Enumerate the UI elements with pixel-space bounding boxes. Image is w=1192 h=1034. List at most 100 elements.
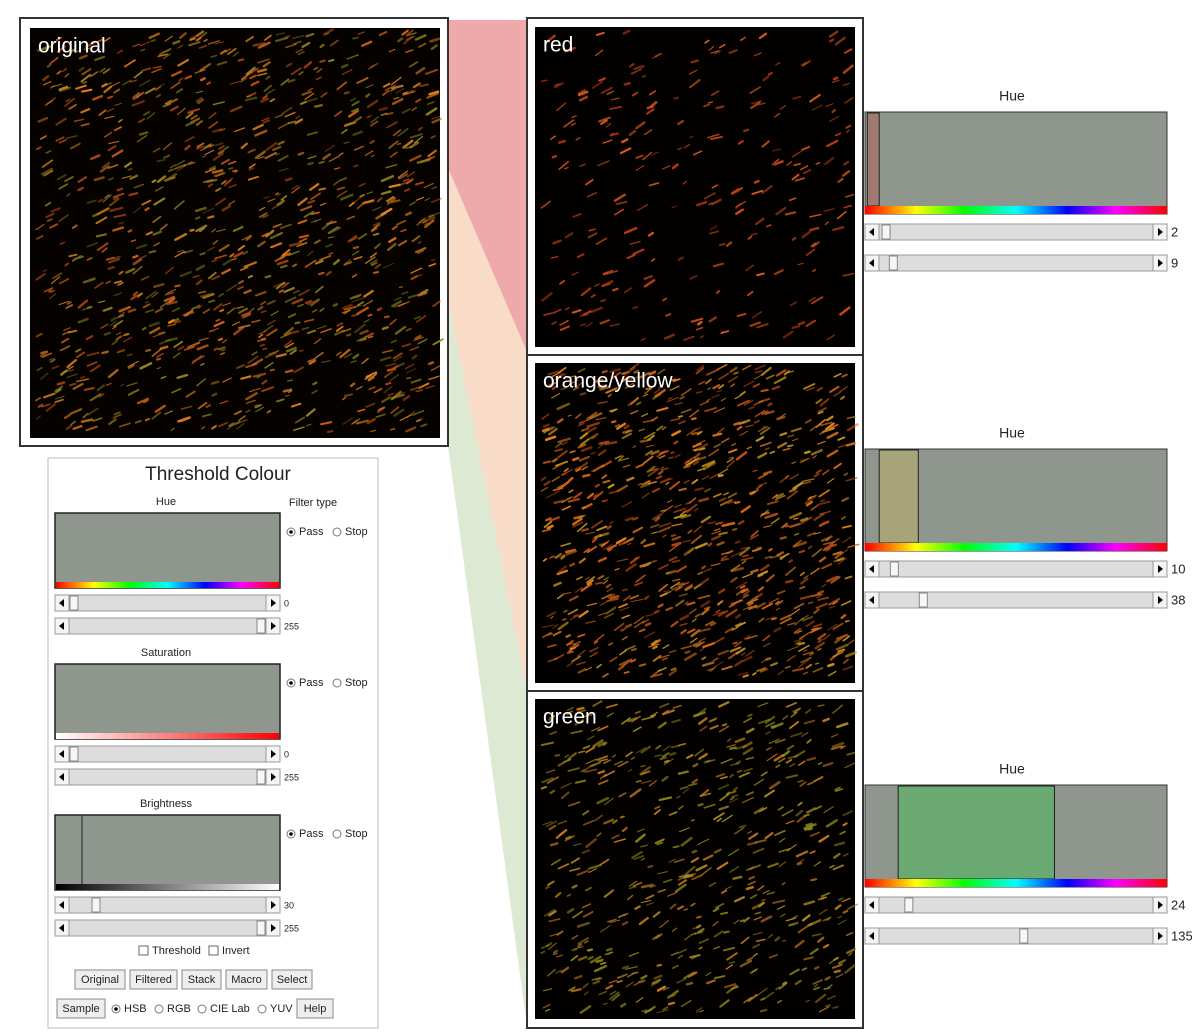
slider-track	[55, 746, 280, 762]
texture-streak	[220, 310, 223, 311]
texture-streak	[319, 188, 325, 189]
slider-value: 135	[1171, 928, 1192, 943]
slider-value: 24	[1171, 897, 1185, 912]
slider-thumb[interactable]	[257, 921, 265, 935]
slider-thumb[interactable]	[905, 898, 913, 912]
texture-streak	[161, 347, 167, 349]
texture-streak	[313, 383, 316, 385]
texture-streak	[407, 378, 411, 379]
hue-title: Hue	[999, 761, 1025, 777]
texture-streak	[128, 230, 131, 231]
filtered-image	[535, 27, 855, 347]
texture-streak	[830, 40, 833, 42]
texture-streak	[810, 653, 813, 655]
texture-streak	[212, 382, 218, 384]
texture-streak	[613, 289, 617, 291]
texture-streak	[769, 73, 772, 75]
texture-streak	[597, 960, 602, 962]
radio[interactable]	[333, 679, 341, 687]
texture-streak	[159, 332, 165, 333]
checkbox[interactable]	[139, 946, 148, 955]
texture-streak	[556, 755, 560, 756]
texture-streak	[334, 304, 337, 305]
texture-streak	[692, 418, 695, 419]
slider-thumb[interactable]	[889, 256, 897, 270]
slider-thumb[interactable]	[882, 225, 890, 239]
texture-streak	[270, 370, 274, 371]
texture-streak	[554, 951, 557, 953]
section-label: Saturation	[141, 647, 191, 659]
texture-streak	[589, 957, 593, 959]
texture-streak	[693, 449, 697, 450]
slider-track	[55, 769, 280, 785]
slider-thumb[interactable]	[70, 596, 78, 610]
texture-streak	[633, 972, 637, 973]
slider-track	[865, 224, 1167, 240]
texture-streak	[345, 394, 352, 395]
texture-streak	[596, 485, 599, 487]
texture-streak	[692, 933, 696, 934]
hue-range	[898, 786, 1054, 879]
texture-streak	[201, 78, 204, 80]
texture-streak	[642, 1010, 646, 1011]
radio[interactable]	[198, 1005, 206, 1013]
texture-streak	[105, 333, 110, 335]
texture-streak	[368, 315, 371, 316]
texture-streak	[733, 643, 736, 644]
histogram	[55, 513, 280, 588]
slider-thumb[interactable]	[1020, 929, 1028, 943]
texture-streak	[230, 423, 233, 425]
image-label: red	[543, 34, 573, 57]
checkbox[interactable]	[209, 946, 218, 955]
texture-streak	[744, 130, 748, 131]
slider-thumb[interactable]	[257, 619, 265, 633]
texture-streak	[583, 475, 589, 476]
texture-streak	[353, 38, 358, 39]
texture-streak	[319, 273, 323, 274]
texture-streak	[686, 652, 690, 653]
texture-streak	[260, 345, 264, 346]
radio[interactable]	[155, 1005, 163, 1013]
texture-streak	[702, 566, 705, 568]
checkbox-label: Invert	[222, 945, 250, 957]
texture-streak	[329, 60, 333, 61]
texture-streak	[669, 1003, 674, 1004]
slider-thumb[interactable]	[890, 562, 898, 576]
texture-streak	[697, 926, 700, 928]
image-label: original	[38, 35, 106, 58]
texture-streak	[612, 421, 615, 422]
texture-streak	[219, 339, 222, 340]
texture-streak	[429, 362, 433, 363]
texture-streak	[719, 475, 722, 476]
radio[interactable]	[333, 528, 341, 536]
slider-thumb[interactable]	[70, 747, 78, 761]
hue-range	[867, 113, 879, 206]
slider-thumb[interactable]	[92, 898, 100, 912]
texture-streak	[804, 815, 808, 816]
texture-streak	[637, 781, 641, 782]
texture-streak	[249, 276, 252, 277]
texture-streak	[374, 272, 378, 273]
hue-title: Hue	[999, 425, 1025, 441]
radio[interactable]	[333, 830, 341, 838]
texture-streak	[320, 61, 324, 62]
slider-thumb[interactable]	[257, 770, 265, 784]
texture-streak	[772, 618, 776, 619]
radio-label: Stop	[345, 828, 368, 840]
slider-thumb[interactable]	[919, 593, 927, 607]
hue-title: Hue	[999, 88, 1025, 104]
slider-value: 2	[1171, 224, 1178, 239]
texture-streak	[145, 208, 148, 210]
texture-streak	[805, 452, 809, 453]
texture-streak	[788, 445, 793, 446]
texture-streak	[761, 1010, 766, 1011]
texture-streak	[152, 40, 155, 41]
texture-streak	[247, 96, 250, 97]
radio[interactable]	[258, 1005, 266, 1013]
texture-streak	[378, 308, 381, 310]
texture-streak	[845, 621, 848, 622]
texture-streak	[724, 932, 728, 933]
texture-streak	[808, 829, 811, 830]
button-label: Macro	[231, 974, 262, 986]
slider-value: 0	[284, 598, 289, 608]
